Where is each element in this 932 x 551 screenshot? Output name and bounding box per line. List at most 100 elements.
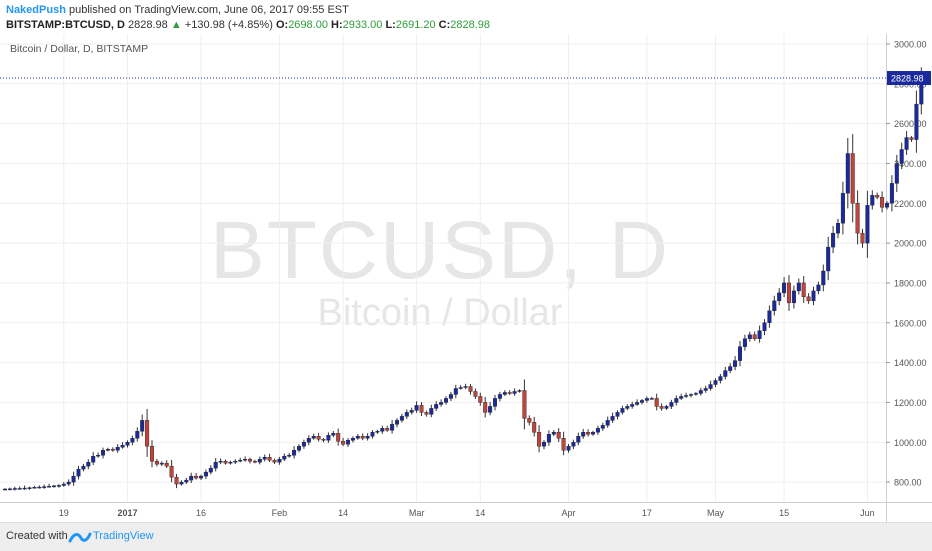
high-value: 2933.00 [342,19,383,31]
candle-down [110,449,115,451]
candle-up [91,455,96,463]
candle-up [311,436,316,439]
author-link[interactable]: NakedPush [6,4,66,16]
candle-down [483,402,488,413]
candle-up [301,442,306,447]
candle-down [424,412,429,415]
candle-down [860,232,865,244]
candle-down [321,439,326,441]
candle-up [159,462,164,465]
chart-area[interactable]: BTCUSD, D Bitcoin / Dollar 800.00 1000.00… [0,34,932,522]
candle-down [473,391,478,397]
candle-up [703,388,708,391]
close-label: C: [438,19,451,31]
candle-up [395,420,400,425]
candle-up [821,270,826,286]
candle-up [811,290,816,302]
candle-down [252,460,257,463]
candle-up [184,479,189,483]
candle-down [174,476,179,485]
candle-up [502,392,507,395]
candle-up [698,390,703,394]
price-tick-label: 800.00 [894,478,922,488]
candle-down [145,420,150,447]
time-tick-label: 17 [642,508,652,518]
candle-up [904,137,909,150]
candle-up [816,284,821,292]
low-label: L: [385,19,396,31]
candle-down [806,296,811,302]
candle-up [429,408,434,415]
candle-down [855,203,860,234]
candle-up [566,446,571,451]
candle-up [120,445,125,448]
candle-up [605,420,610,426]
candle-up [640,400,645,403]
candle-up [365,436,370,439]
candle-up [826,246,831,272]
candle-up [885,203,890,208]
candle-up [37,486,42,489]
last-price-label: 2828.98 [891,74,924,84]
candle-up [738,346,743,361]
candle-up [47,486,52,488]
candle-up [228,461,233,464]
candle-up [894,163,899,184]
high-label: H: [331,19,343,31]
candle-down [154,460,159,465]
price-tick-label: 3000.00 [894,39,927,49]
price-tick-label: 1800.00 [894,278,927,288]
candle-up [130,438,135,443]
candle-up [497,394,502,399]
candle-up [796,282,801,292]
candle-up [845,153,850,194]
series-legend: Bitcoin / Dollar, D, BITSTAMP [10,43,149,55]
candle-up [610,416,615,421]
candle-up [76,468,81,477]
price-tick-label: 2400.00 [894,159,927,169]
tradingview-logo-icon[interactable] [68,529,92,545]
candle-up [277,458,282,463]
candle-up [56,485,61,487]
tradingview-brand-link[interactable]: TradingView [93,530,154,542]
candle-down [341,441,346,445]
time-tick-label: Mar [409,508,425,518]
candle-up [679,396,684,399]
candle-up [404,412,409,417]
candle-down [336,433,341,442]
candle-up [81,465,86,470]
candlestick-chart[interactable]: 800.00 1000.00 1200.00 1400.00 1600.00 1800.0… [0,34,932,522]
candle-down [522,390,527,419]
candle-up [689,394,694,396]
publish-line: NakedPush published on TradingView.com, … [6,3,926,17]
candle-down [272,459,277,463]
candle-down [880,197,885,208]
candle-down [223,460,228,464]
candle-up [203,471,208,477]
candle-down [247,458,252,462]
candle-up [380,428,385,432]
candle-up [782,282,787,294]
candle-up [61,483,66,486]
candle-up [370,432,375,437]
created-with-text: Created with [6,530,68,542]
time-tick-label: 14 [475,508,485,518]
time-tick-label: 15 [779,508,789,518]
up-arrow-icon: ▲ [170,19,182,31]
candle-up [600,425,605,429]
candle-up [488,406,493,413]
candle-up [644,398,649,401]
candle-up [238,459,243,462]
open-label: O: [275,19,289,31]
candle-up [458,387,463,389]
price-tick-label: 1000.00 [894,438,927,448]
candle-up [233,460,238,463]
candle-up [664,406,669,409]
candle-up [840,193,845,224]
chart-header: NakedPush published on TradingView.com, … [6,3,926,32]
candle-up [439,402,444,405]
candle-up [757,330,762,339]
candle-up [32,487,37,489]
candle-up [791,290,796,304]
candle-down [654,398,659,407]
